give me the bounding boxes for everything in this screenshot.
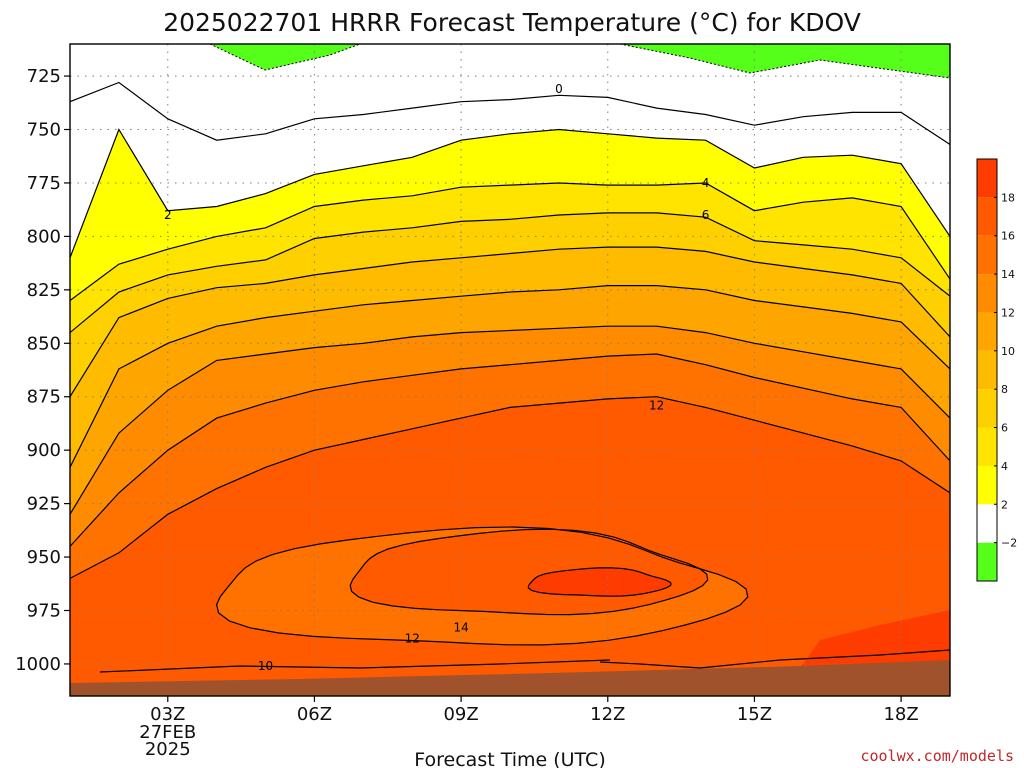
colorbar-label-6: 12 bbox=[1001, 306, 1015, 319]
plot-frame bbox=[69, 43, 951, 697]
colorbar-label-1: 2 bbox=[1001, 498, 1008, 511]
isotherm-0 bbox=[70, 81, 950, 146]
contour-labels: 0 2 4 6 12 14 12 10 bbox=[164, 82, 710, 673]
y-tick-label-900: 900 bbox=[27, 440, 61, 461]
isotherm-6 bbox=[70, 212, 950, 334]
y-tick-label-825: 825 bbox=[27, 280, 61, 301]
closed-isotherm-14 bbox=[215, 526, 749, 646]
ground-terrain bbox=[70, 660, 950, 696]
chart-title: 2025022701 HRRR Forecast Temperature (°C… bbox=[163, 8, 861, 37]
contour-label-6: 12 bbox=[405, 631, 420, 645]
y-tick-label-750: 750 bbox=[27, 120, 61, 141]
colorbar-swatch-7 bbox=[977, 274, 997, 313]
closed-isotherm-16 bbox=[349, 528, 709, 616]
isotherm-surface-12 bbox=[599, 649, 950, 669]
y-tick-label-1000: 1000 bbox=[15, 654, 61, 675]
colorbar-swatch-10 bbox=[977, 159, 997, 198]
colorbar-swatch-8 bbox=[977, 235, 997, 275]
colorbar-swatch-0 bbox=[977, 542, 997, 581]
colorbar-label-7: 14 bbox=[1001, 268, 1015, 281]
colorbar: −2 2 4 6 8 10 12 14 16 18 bbox=[976, 158, 1017, 582]
ground-layer bbox=[70, 660, 950, 696]
isotherm-2 bbox=[70, 128, 950, 259]
contour-label-3: 6 bbox=[702, 208, 710, 222]
y-tick-label-875: 875 bbox=[27, 387, 61, 408]
cold-patch-right bbox=[619, 44, 950, 79]
warm-core-fill-layer bbox=[216, 527, 950, 696]
y-tick-label-800: 800 bbox=[27, 226, 61, 247]
isotherm-surface-10 bbox=[99, 659, 611, 673]
colorbar-swatch-9 bbox=[977, 197, 997, 236]
closed-isotherm-18 bbox=[527, 567, 672, 597]
colorbar-label-3: 6 bbox=[1001, 422, 1008, 435]
x-tick-sublabel-0: 27FEB bbox=[139, 722, 196, 743]
isotherm-14 bbox=[70, 353, 950, 547]
x-tick-label-09Z: 09Z bbox=[443, 704, 478, 725]
y-tick-label-950: 950 bbox=[27, 547, 61, 568]
core-fill-18 bbox=[528, 567, 671, 597]
y-tick-label-850: 850 bbox=[27, 333, 61, 354]
colorbar-swatch-4 bbox=[977, 389, 997, 428]
contour-label-0: 0 bbox=[555, 82, 563, 96]
colorbar-swatch-5 bbox=[977, 350, 997, 390]
y-tick-label-775: 775 bbox=[27, 173, 61, 194]
y-axis: 725 750 775 800 825 850 875 900 925 950 975 1000 bbox=[15, 66, 70, 675]
colorbar-swatch-6 bbox=[977, 312, 997, 351]
colorbar-label-0: −2 bbox=[1001, 537, 1017, 550]
contour-label-7: 10 bbox=[258, 659, 273, 673]
contour-label-5: 14 bbox=[453, 621, 468, 635]
colorbar-label-2: 4 bbox=[1001, 460, 1008, 473]
x-tick-label-12Z: 12Z bbox=[590, 704, 625, 725]
contour-label-4: 12 bbox=[649, 398, 664, 412]
y-tick-label-975: 975 bbox=[27, 600, 61, 621]
colorbar-swatch-1 bbox=[977, 504, 997, 543]
x-tick-label-03Z: 03Z bbox=[150, 704, 185, 725]
isotherm-8 bbox=[70, 246, 950, 398]
x-tick-label-15Z: 15Z bbox=[737, 704, 772, 725]
isotherm-4 bbox=[70, 182, 950, 301]
colorbar-swatch-3 bbox=[977, 427, 997, 466]
cold-patch-left bbox=[209, 44, 361, 71]
y-tick-label-725: 725 bbox=[27, 66, 61, 87]
y-tick-label-925: 925 bbox=[27, 494, 61, 515]
colorbar-label-5: 10 bbox=[1001, 345, 1015, 358]
isotherm-10 bbox=[70, 285, 950, 468]
contour-label-1: 2 bbox=[164, 208, 172, 222]
isotherm-16 bbox=[70, 396, 950, 579]
colorbar-label-4: 8 bbox=[1001, 383, 1008, 396]
plot-area: 0 2 4 6 12 14 12 10 bbox=[70, 44, 950, 696]
x-tick-sublabel-1: 2025 bbox=[145, 739, 191, 760]
colorbar-frame bbox=[976, 158, 998, 582]
x-tick-label-06Z: 06Z bbox=[297, 704, 332, 725]
colorbar-label-8: 16 bbox=[1001, 230, 1015, 243]
colorbar-swatch-2 bbox=[977, 465, 997, 505]
x-tick-label-18Z: 18Z bbox=[883, 704, 918, 725]
isotherm-contours bbox=[70, 81, 950, 673]
isotherm-12 bbox=[70, 325, 950, 515]
credit-text: coolwx.com/models bbox=[860, 747, 1014, 765]
x-axis-title: Forecast Time (UTC) bbox=[414, 749, 605, 768]
colorbar-label-9: 18 bbox=[1001, 191, 1015, 204]
contour-label-2: 4 bbox=[702, 176, 710, 190]
